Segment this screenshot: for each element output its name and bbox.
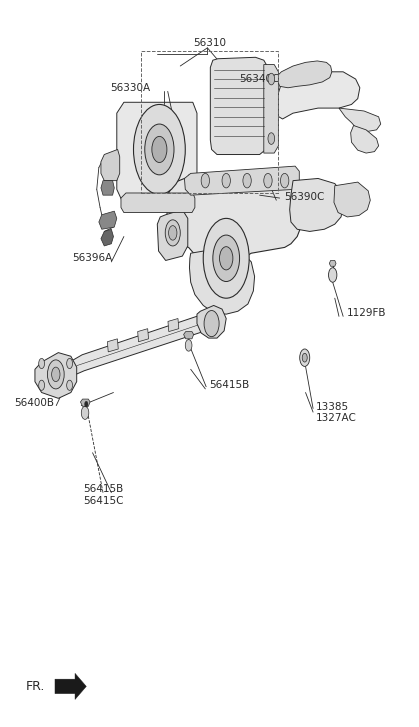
Polygon shape: [117, 103, 197, 200]
Bar: [141, 52, 278, 193]
Circle shape: [52, 367, 60, 382]
Text: 56415B: 56415B: [83, 484, 123, 494]
Circle shape: [81, 406, 89, 419]
Circle shape: [168, 225, 177, 240]
Polygon shape: [264, 65, 278, 153]
Circle shape: [302, 353, 307, 362]
Circle shape: [268, 73, 274, 85]
Circle shape: [39, 380, 44, 390]
Polygon shape: [329, 260, 336, 266]
Circle shape: [280, 174, 289, 188]
Circle shape: [300, 349, 310, 366]
Polygon shape: [101, 229, 114, 246]
Circle shape: [213, 235, 240, 281]
Polygon shape: [99, 211, 117, 229]
Circle shape: [201, 174, 210, 188]
Circle shape: [134, 105, 185, 194]
Polygon shape: [101, 150, 120, 180]
Polygon shape: [351, 126, 379, 153]
Polygon shape: [167, 172, 301, 298]
Polygon shape: [157, 209, 188, 260]
Text: 56340C: 56340C: [239, 74, 279, 84]
Circle shape: [85, 401, 88, 407]
Text: 56330A: 56330A: [110, 83, 150, 93]
Polygon shape: [101, 180, 114, 195]
Circle shape: [203, 218, 249, 298]
Circle shape: [39, 358, 44, 369]
Circle shape: [328, 268, 337, 282]
Text: FR.: FR.: [26, 680, 45, 693]
Polygon shape: [55, 673, 86, 699]
Text: 56400B: 56400B: [14, 398, 54, 409]
Circle shape: [165, 220, 180, 246]
Polygon shape: [210, 57, 268, 155]
Circle shape: [243, 174, 251, 188]
Circle shape: [268, 133, 274, 145]
Polygon shape: [80, 399, 90, 406]
Circle shape: [220, 246, 233, 270]
Polygon shape: [70, 314, 209, 377]
Text: 56415B: 56415B: [210, 380, 250, 390]
Text: 56415C: 56415C: [83, 496, 123, 506]
Text: 56310: 56310: [193, 38, 226, 48]
Circle shape: [145, 124, 174, 174]
Circle shape: [264, 174, 272, 188]
Polygon shape: [334, 182, 370, 217]
Circle shape: [67, 380, 72, 390]
Circle shape: [222, 174, 230, 188]
Text: 1129FB: 1129FB: [347, 308, 387, 318]
Polygon shape: [35, 353, 77, 398]
Polygon shape: [168, 318, 179, 332]
Polygon shape: [189, 247, 255, 314]
Text: 56396A: 56396A: [72, 253, 113, 263]
Polygon shape: [197, 305, 226, 338]
Polygon shape: [275, 72, 360, 119]
Circle shape: [67, 358, 72, 369]
Circle shape: [185, 340, 192, 351]
Polygon shape: [290, 178, 343, 231]
Polygon shape: [339, 108, 381, 132]
Polygon shape: [138, 329, 148, 342]
Polygon shape: [184, 332, 194, 339]
Circle shape: [204, 310, 219, 337]
Polygon shape: [276, 61, 332, 88]
Polygon shape: [184, 166, 299, 195]
Text: 13385: 13385: [316, 402, 349, 412]
Polygon shape: [121, 193, 195, 212]
Circle shape: [47, 360, 64, 389]
Text: 1327AC: 1327AC: [316, 413, 357, 423]
Polygon shape: [107, 339, 118, 352]
Circle shape: [152, 137, 167, 163]
Text: 56390C: 56390C: [285, 192, 325, 201]
